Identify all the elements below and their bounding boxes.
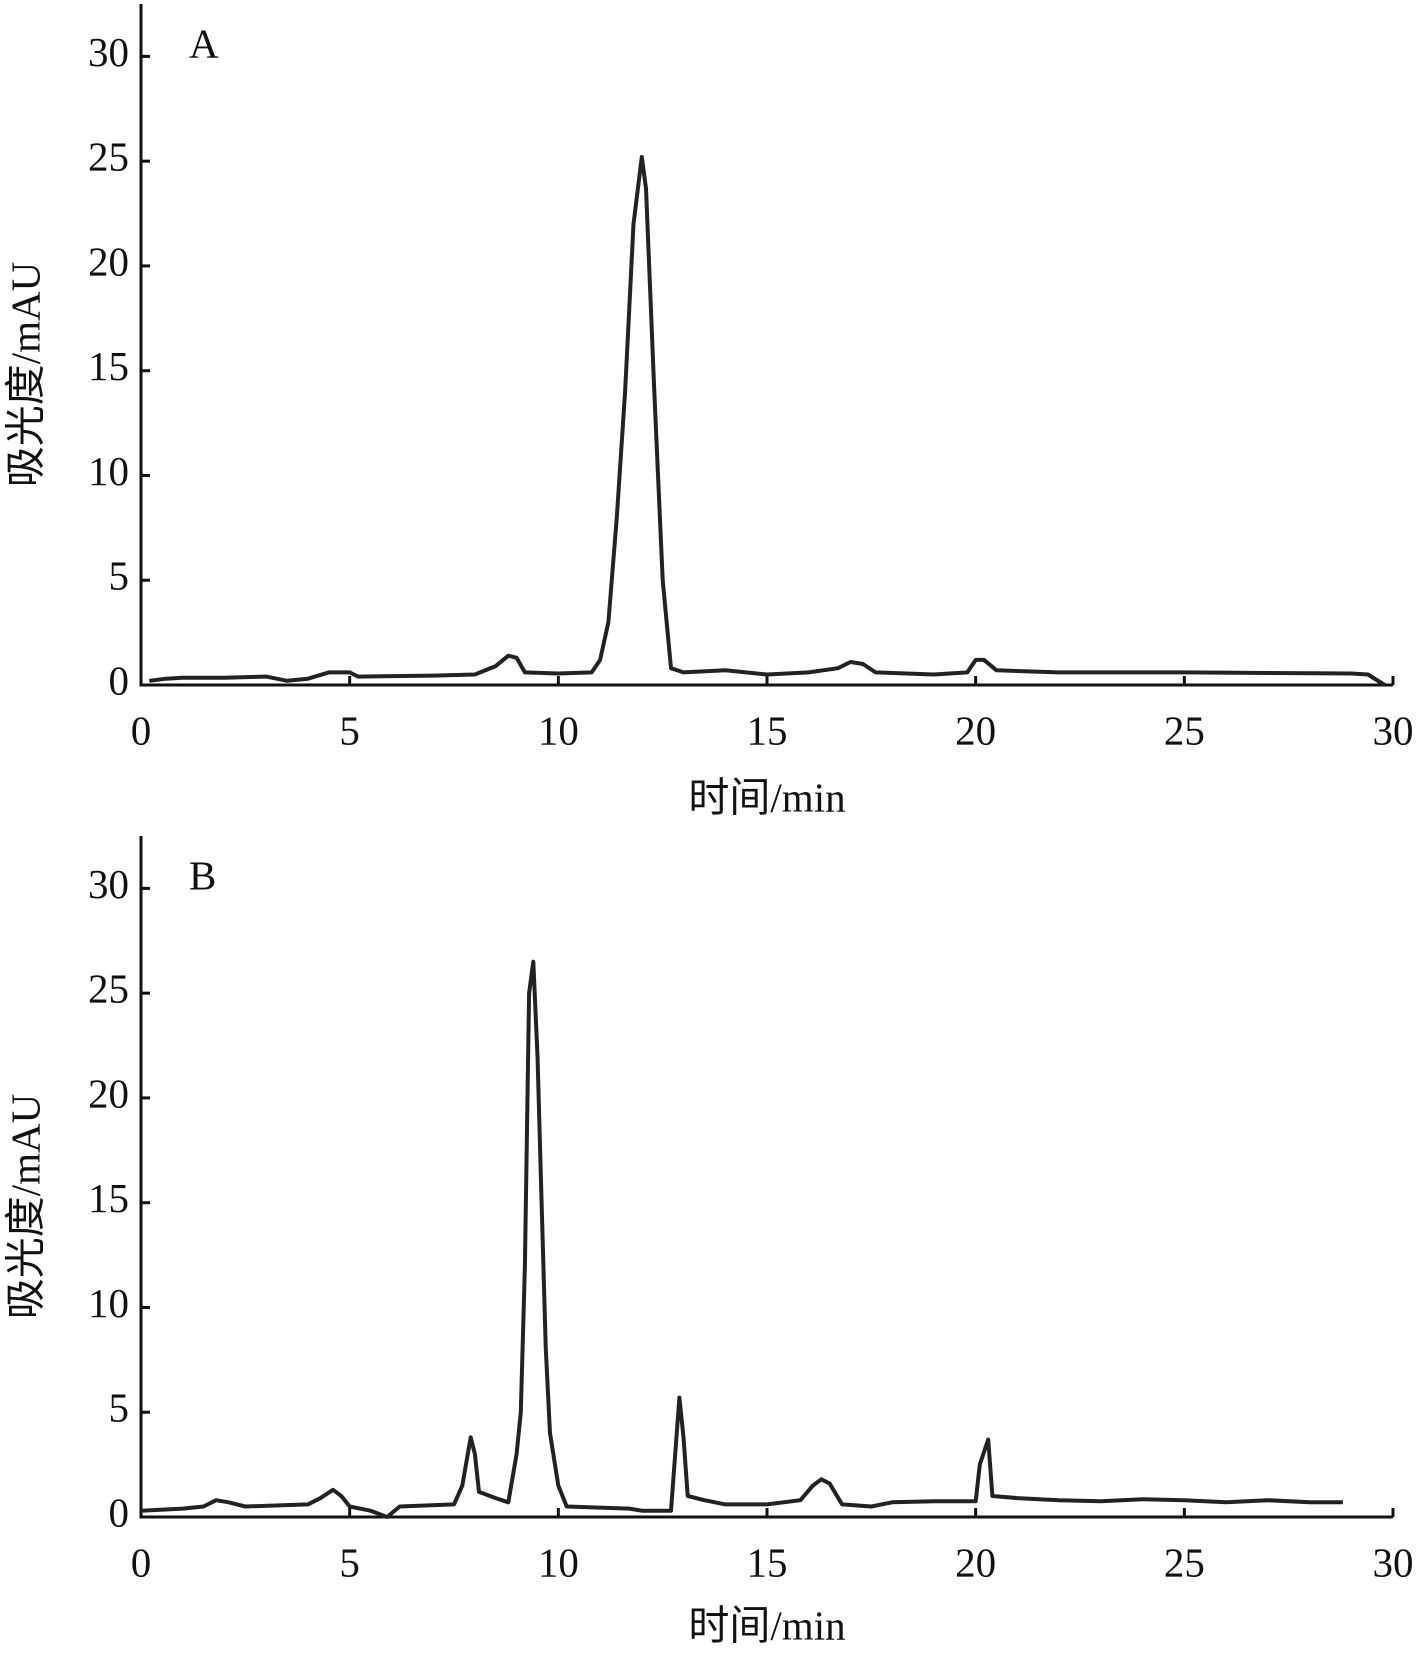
- y-tick-label: 0: [109, 1489, 130, 1535]
- y-tick-label: 5: [109, 553, 130, 599]
- x-tick-label: 10: [538, 707, 579, 753]
- y-tick-label: 25: [88, 966, 129, 1012]
- y-tick-label: 10: [88, 1280, 129, 1326]
- x-tick-label: 5: [339, 1539, 360, 1585]
- x-tick-label: 0: [131, 707, 152, 753]
- axis-lines: [139, 4, 1393, 687]
- y-axis-label: 吸光度/mAU: [2, 1094, 48, 1320]
- y-tick-label: 30: [88, 29, 129, 75]
- x-tick-label: 30: [1373, 707, 1414, 753]
- x-tick-label: 10: [538, 1539, 579, 1585]
- x-tick-label: 25: [1164, 1539, 1205, 1585]
- x-tick-label: 30: [1373, 1539, 1414, 1585]
- y-tick-label: 25: [88, 134, 129, 180]
- axis-lines: [139, 836, 1393, 1519]
- x-tick-label: 5: [339, 707, 360, 753]
- y-tick-label: 5: [109, 1385, 130, 1431]
- y-tick-label: 15: [88, 343, 129, 389]
- y-tick-label: 10: [88, 448, 129, 494]
- x-tick-label: 25: [1164, 707, 1205, 753]
- y-tick-label: 30: [88, 861, 129, 907]
- y-tick-label: 20: [88, 238, 129, 284]
- x-tick-label: 15: [747, 707, 788, 753]
- panel-label: B: [189, 852, 216, 898]
- x-axis-label: 时间/min: [688, 1602, 845, 1648]
- y-axis-label: 吸光度/mAU: [2, 262, 48, 488]
- y-tick-label: 0: [109, 657, 130, 703]
- x-tick-label: 20: [955, 707, 996, 753]
- x-tick-label: 15: [747, 1539, 788, 1585]
- x-tick-label: 20: [955, 1539, 996, 1585]
- x-tick-label: 0: [131, 1539, 152, 1585]
- chromatogram-line: [140, 959, 1343, 1519]
- y-tick-label: 20: [88, 1070, 129, 1116]
- y-tick-label: 15: [88, 1175, 129, 1221]
- panel-label: A: [189, 20, 219, 66]
- x-axis-label: 时间/min: [688, 774, 845, 820]
- chromatogram-line: [149, 155, 1386, 687]
